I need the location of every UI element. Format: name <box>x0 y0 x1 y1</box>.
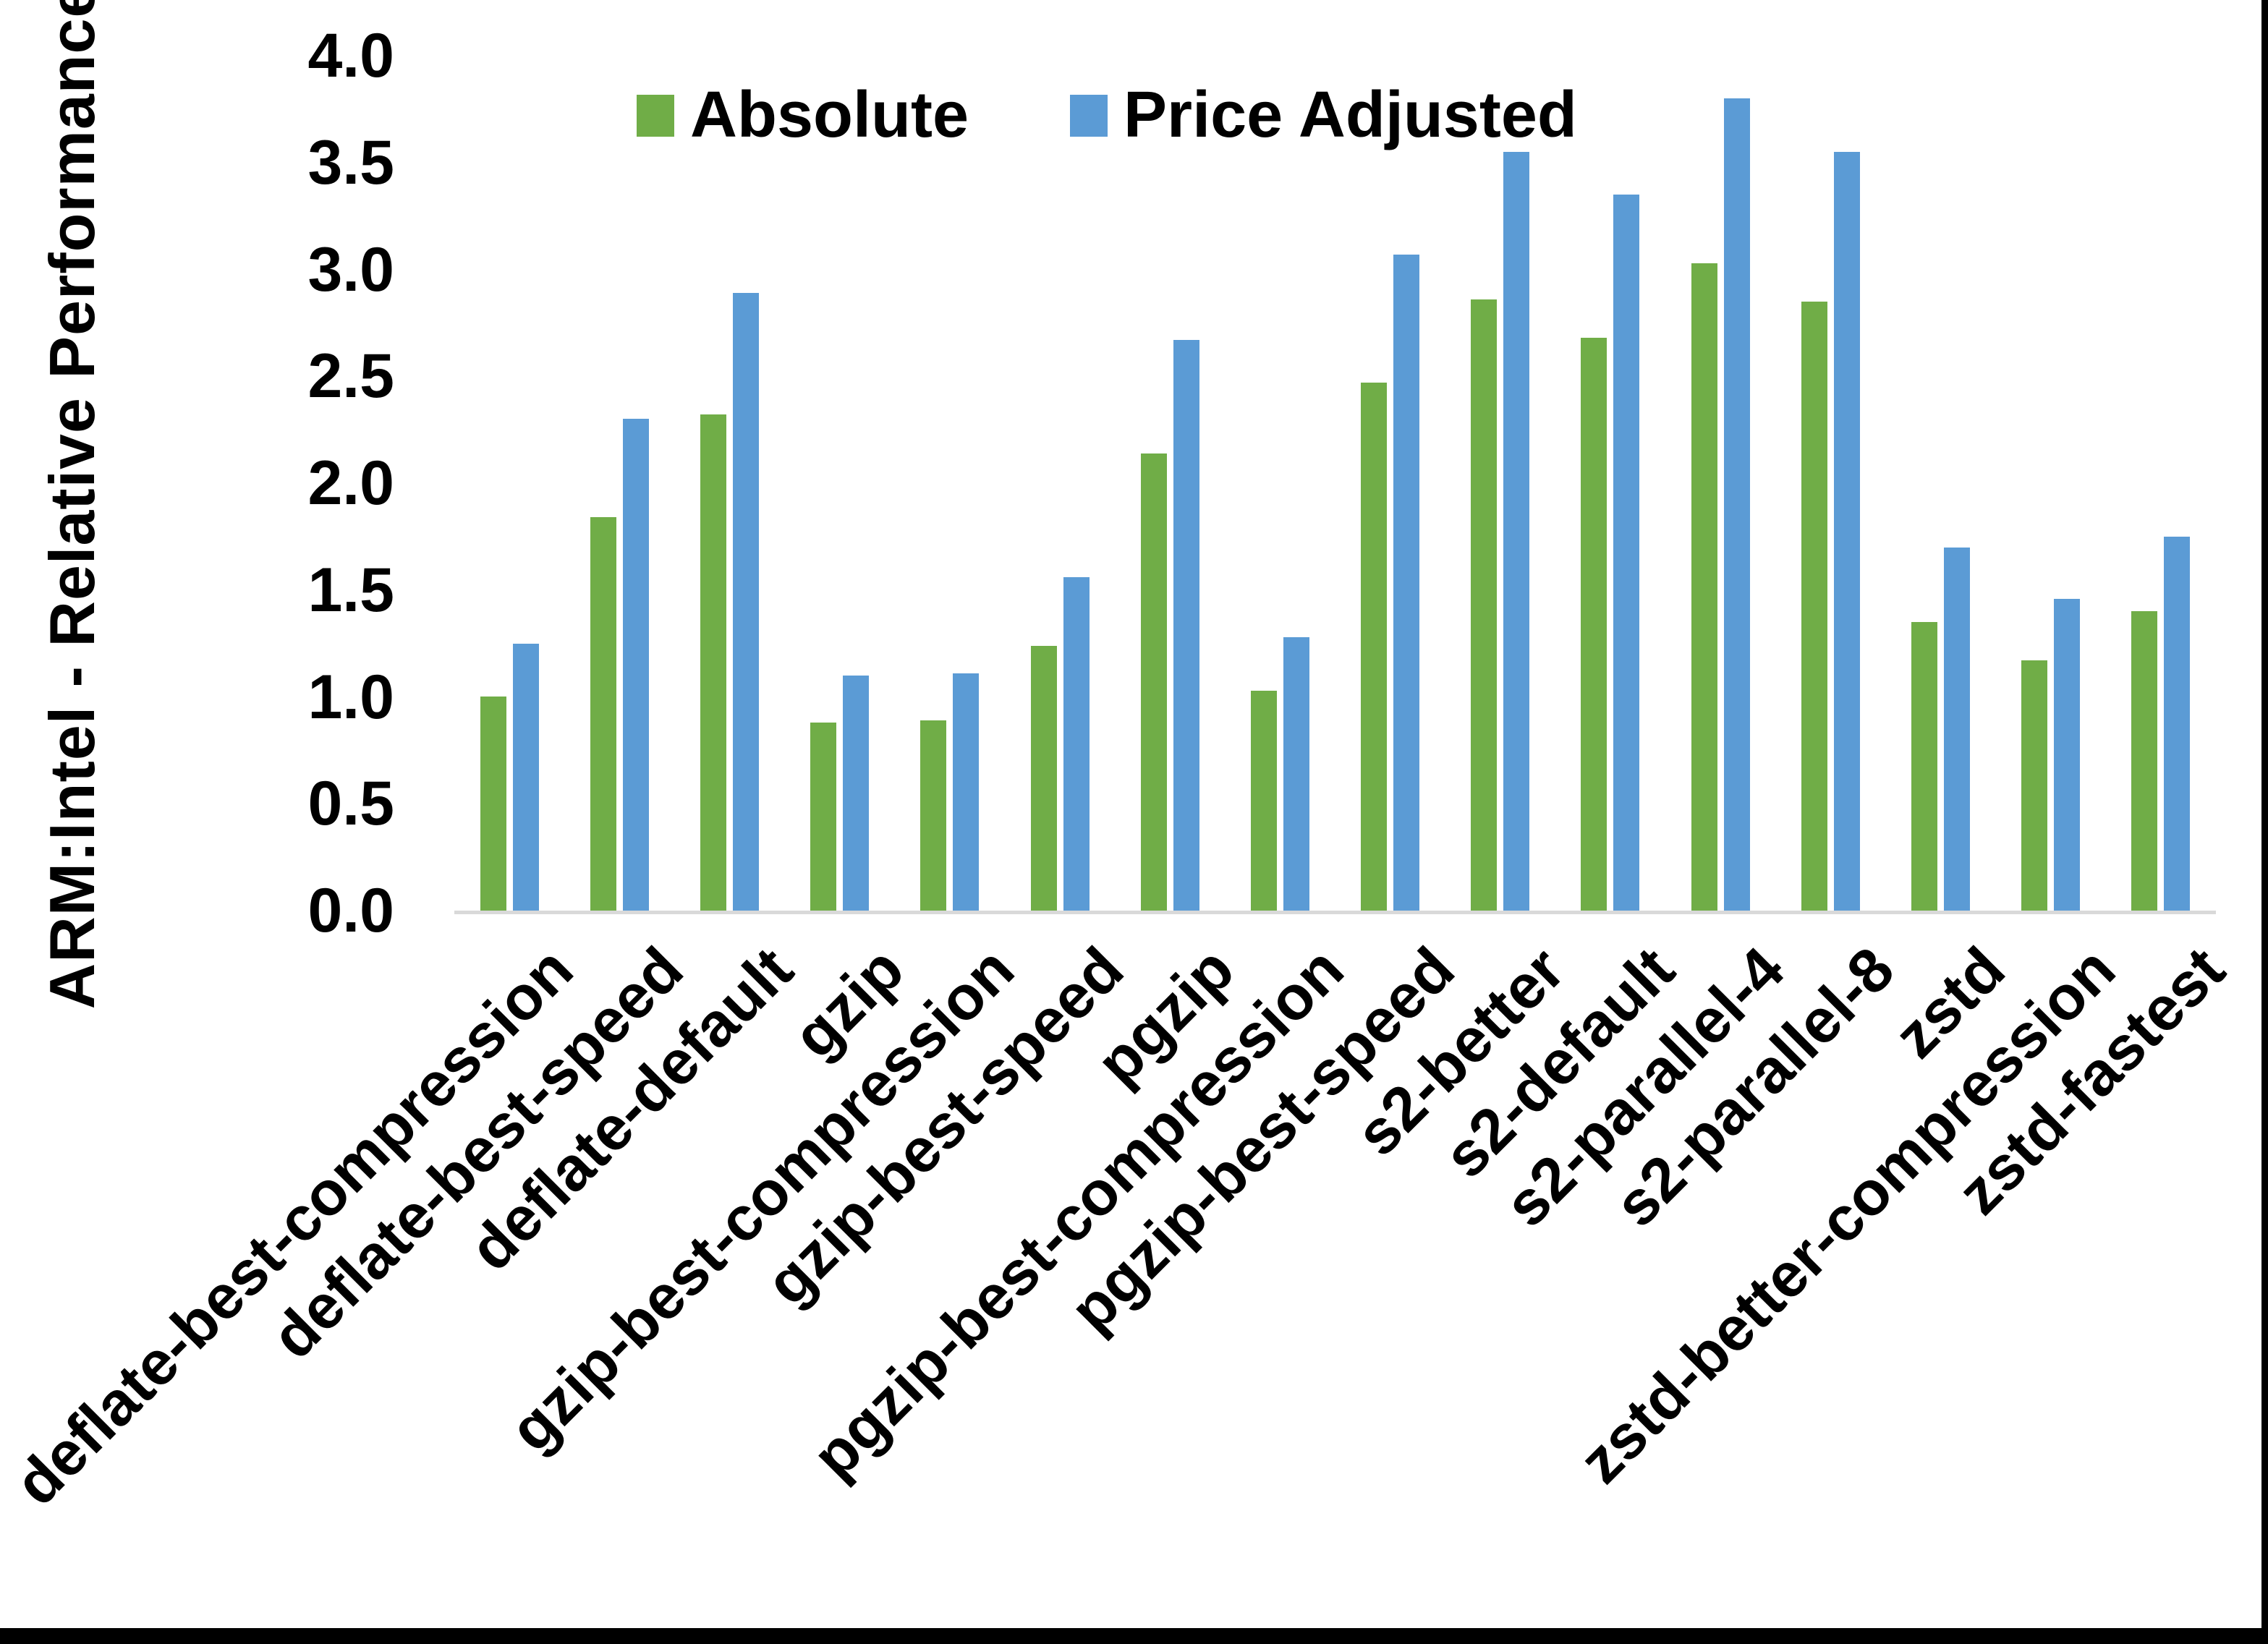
bar-absolute-s2-parallel-4 <box>1691 263 1717 911</box>
bar-price-adjusted-gzip-best-speed <box>1063 577 1090 911</box>
bar-absolute-zstd-better-compression <box>2021 660 2048 911</box>
bar-price-adjusted-deflate-best-compression <box>512 644 539 911</box>
y-tick-label-0.5: 0.5 <box>307 769 394 838</box>
bar-group-pgzip-best-speed <box>1335 56 1445 911</box>
bar-absolute-pgzip-best-speed <box>1361 383 1388 911</box>
bar-group-s2-parallel-4 <box>1665 56 1775 911</box>
bar-group-pgzip-best-compression <box>1225 56 1335 911</box>
bar-absolute-deflate-best-speed <box>590 517 616 911</box>
bar-group-gzip <box>785 56 895 911</box>
legend-label-absolute: Absolute <box>690 79 969 151</box>
frame-border-bottom <box>0 1628 2268 1644</box>
bar-price-adjusted-zstd-fastest <box>2164 537 2191 911</box>
bar-absolute-gzip-best-speed <box>1030 646 1057 911</box>
bar-price-adjusted-s2-parallel-4 <box>1723 98 1750 911</box>
y-axis-title: ARM:Intel - Relative Performance <box>36 0 108 1010</box>
bar-group-s2-default <box>1555 56 1665 911</box>
bar-absolute-gzip <box>810 723 837 911</box>
frame-border-right <box>2261 0 2268 1644</box>
y-tick-label-1.5: 1.5 <box>307 555 394 625</box>
bar-group-zstd-fastest <box>2106 56 2216 911</box>
bar-group-zstd <box>1885 56 1995 911</box>
bar-price-adjusted-deflate-default <box>732 293 759 911</box>
bar-group-s2-parallel-8 <box>1775 56 1885 911</box>
legend-swatch-absolute <box>637 94 674 137</box>
legend-item-absolute: Absolute <box>637 78 969 153</box>
bar-absolute-s2-default <box>1581 338 1607 911</box>
bar-group-gzip-best-speed <box>1005 56 1115 911</box>
bar-price-adjusted-pgzip-best-compression <box>1283 637 1309 911</box>
bar-price-adjusted-s2-better <box>1503 152 1530 911</box>
bar-group-deflate-default <box>674 56 784 911</box>
y-tick-label-1.0: 1.0 <box>307 663 394 732</box>
bar-absolute-s2-parallel-8 <box>1801 302 1827 911</box>
bar-absolute-gzip-best-compression <box>920 720 947 911</box>
bar-price-adjusted-gzip-best-compression <box>953 673 980 911</box>
bar-absolute-deflate-best-compression <box>480 697 506 911</box>
bar-price-adjusted-gzip <box>843 676 870 911</box>
bar-absolute-deflate-default <box>700 414 726 911</box>
bar-absolute-zstd <box>1911 622 1938 911</box>
y-tick-label-3.5: 3.5 <box>307 128 394 197</box>
bar-group-deflate-best-speed <box>564 56 674 911</box>
bar-absolute-zstd-fastest <box>2131 611 2158 911</box>
bar-price-adjusted-zstd <box>1944 548 1971 911</box>
bar-price-adjusted-s2-default <box>1613 195 1640 911</box>
bar-group-deflate-best-compression <box>454 56 564 911</box>
bar-group-pgzip <box>1115 56 1225 911</box>
y-tick-label-2.0: 2.0 <box>307 448 394 518</box>
y-tick-label-3.0: 3.0 <box>307 235 394 304</box>
y-tick-label-2.5: 2.5 <box>307 341 394 411</box>
bar-absolute-pgzip-best-compression <box>1250 691 1277 911</box>
bar-group-zstd-better-compression <box>1996 56 2106 911</box>
bar-price-adjusted-zstd-better-compression <box>2054 599 2081 911</box>
bar-price-adjusted-pgzip-best-speed <box>1393 255 1420 911</box>
bar-absolute-pgzip <box>1140 453 1167 911</box>
y-tick-label-4.0: 4.0 <box>307 21 394 90</box>
bar-group-s2-better <box>1445 56 1555 911</box>
bar-price-adjusted-pgzip <box>1173 340 1199 911</box>
y-tick-label-0.0: 0.0 <box>307 876 394 945</box>
bar-absolute-s2-better <box>1471 299 1498 911</box>
legend-item-price-adjusted: Price Adjusted <box>1070 78 1577 153</box>
plot-area <box>454 56 2216 914</box>
bar-group-gzip-best-compression <box>895 56 1005 911</box>
legend: Absolute Price Adjusted <box>637 78 1577 153</box>
bar-price-adjusted-deflate-best-speed <box>622 419 649 911</box>
legend-swatch-price-adjusted <box>1070 94 1108 137</box>
legend-label-price-adjusted: Price Adjusted <box>1124 79 1577 151</box>
bar-price-adjusted-s2-parallel-8 <box>1833 152 1860 911</box>
